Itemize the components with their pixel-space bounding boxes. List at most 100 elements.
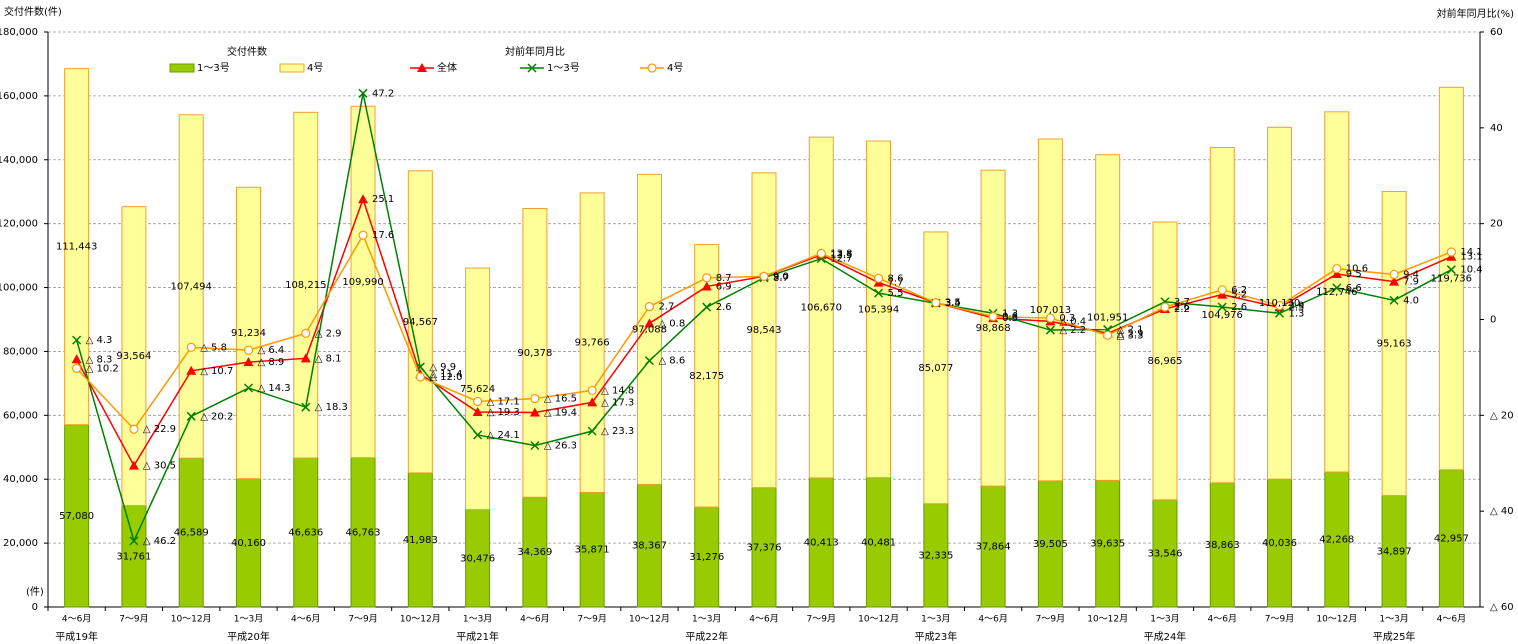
bar-value-label: 38,367 <box>632 541 667 552</box>
line-value-label: 3.4 <box>945 298 961 309</box>
x-tick-label: 7〜9月 <box>1036 614 1065 625</box>
year-label: 平成25年 <box>1373 630 1416 643</box>
bar <box>178 457 204 608</box>
line-value-label: 13.1 <box>1460 252 1482 263</box>
bar <box>579 192 605 493</box>
line-value-label: △ 8.3 <box>86 354 113 365</box>
marker <box>931 298 941 308</box>
marker <box>243 345 254 355</box>
marker <box>472 406 483 416</box>
year-label: 平成19年 <box>55 630 98 643</box>
y-tick-label: 180,000 <box>0 27 38 38</box>
line-value-label: 2.9 <box>1289 301 1305 312</box>
marker <box>1389 269 1399 280</box>
line-value-label: △ 19.3 <box>487 407 520 418</box>
bar <box>751 172 777 489</box>
bar-value-label: 34,897 <box>1377 546 1412 557</box>
bar-value-label: 109,990 <box>342 277 383 288</box>
x-tick-label: 4〜6月 <box>1208 614 1237 625</box>
line-value-label: 5.2 <box>1231 290 1247 301</box>
line-value-label: △ 12.0 <box>429 372 462 383</box>
bar <box>923 231 949 505</box>
line-value-label: △ 4.3 <box>86 335 113 346</box>
year-label: 平成20年 <box>227 630 270 643</box>
line-value-label: 5.5 <box>888 288 904 299</box>
line-value-label: 1.3 <box>1289 308 1305 319</box>
line-value-label: 9.0 <box>773 271 789 282</box>
line-value-label: 25.1 <box>372 194 394 205</box>
bar-value-label: 93,564 <box>116 351 151 362</box>
legend-swatch <box>169 63 195 73</box>
y2-axis-label: 対前年同月比(%) <box>1437 7 1514 20</box>
line-value-label: △ 16.5 <box>544 394 577 405</box>
line-value-label: △ 0.4 <box>1059 316 1086 327</box>
marker <box>301 402 311 412</box>
line-value-label: 12.7 <box>830 254 852 265</box>
x-tick-label: 10〜12月 <box>400 614 441 625</box>
line-value-label: 6.2 <box>1231 285 1247 296</box>
bar <box>293 111 319 459</box>
marker <box>1389 276 1400 286</box>
marker <box>72 335 82 345</box>
line-value-label: 7.7 <box>888 278 904 289</box>
marker <box>1045 313 1056 323</box>
marker <box>358 194 369 204</box>
marker <box>702 302 712 312</box>
bar-value-label: 95,163 <box>1377 339 1412 350</box>
marker <box>129 536 139 546</box>
marker <box>1160 302 1170 312</box>
x-tick-label: 4〜6月 <box>749 614 778 625</box>
y-tick-label: 160,000 <box>0 91 38 102</box>
line-value-label: 8.6 <box>888 273 904 284</box>
marker <box>644 301 655 312</box>
marker <box>243 357 254 367</box>
line-value-label: △ 14.8 <box>601 385 634 396</box>
legend-label: 1〜3号 <box>197 62 230 74</box>
bar <box>465 509 491 608</box>
bar-value-label: 40,413 <box>804 537 839 548</box>
marker <box>1217 285 1227 295</box>
y-tick-label: 0 <box>32 602 38 613</box>
bar <box>1037 480 1063 608</box>
marker <box>358 230 368 240</box>
line-value-label: 6.6 <box>1346 283 1362 294</box>
bar-value-label: 94,567 <box>403 317 438 328</box>
line-value-label: 2.5 <box>1289 303 1305 314</box>
legend-title: 交付件数 <box>227 45 267 58</box>
line-value-label: 10.6 <box>1346 264 1368 275</box>
line-value-label: △ 8.1 <box>315 353 342 364</box>
bar <box>751 487 777 608</box>
marker <box>128 460 139 470</box>
y-tick-label: 80,000 <box>3 346 38 357</box>
x-tick-label: 4〜6月 <box>62 614 91 625</box>
line-value-label: △ 20.2 <box>200 411 233 422</box>
y-tick-label: 60,000 <box>3 410 38 421</box>
bar <box>808 136 834 479</box>
bar-value-label: 108,215 <box>285 280 326 291</box>
y2-tick-label: △ 60 <box>1490 602 1514 613</box>
marker <box>587 397 598 407</box>
marker <box>72 363 82 373</box>
y-tick-label: 100,000 <box>0 283 38 294</box>
line-value-label: △ 8.6 <box>658 356 685 367</box>
bar-value-label: 97,088 <box>632 324 667 335</box>
line-value-label: △ 2.1 <box>1117 325 1144 336</box>
bar-value-label: 38,863 <box>1205 540 1240 551</box>
line-value-label: 13.5 <box>830 250 852 261</box>
line-value-label: △ 6.4 <box>257 345 284 356</box>
marker <box>186 365 197 375</box>
x-tick-label: 10〜12月 <box>1316 614 1357 625</box>
x-tick-label: 10〜12月 <box>171 614 212 625</box>
bar-value-label: 37,376 <box>747 542 782 553</box>
marker <box>301 328 311 338</box>
bar <box>636 173 662 485</box>
y-axis-label: 交付件数(件) <box>4 5 62 18</box>
bar-value-label: 111,443 <box>56 242 97 253</box>
line-value-label: △ 17.3 <box>601 397 634 408</box>
bar <box>1209 147 1235 484</box>
y2-tick-label: 40 <box>1490 123 1503 134</box>
bar <box>407 472 433 608</box>
year-label: 平成24年 <box>1144 630 1187 643</box>
bar-value-label: 104,976 <box>1202 310 1243 321</box>
x-tick-label: 1〜3月 <box>1379 614 1408 625</box>
